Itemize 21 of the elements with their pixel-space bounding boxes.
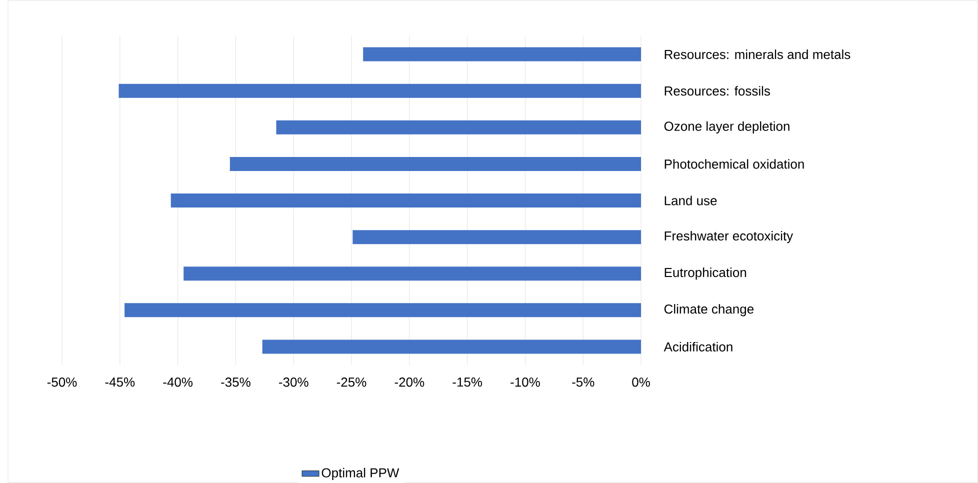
x-tick-label: -20% — [394, 377, 424, 387]
y-tick-label: Land use — [664, 196, 717, 206]
y-tick-label: Photochemical oxidation — [664, 159, 804, 169]
x-tick-label: -5% — [572, 377, 594, 387]
x-tick-label: -40% — [163, 377, 193, 387]
x-tick-label: -15% — [452, 377, 482, 387]
y-tick-label: Eutrophication — [664, 267, 746, 280]
x-tick-label: -10% — [510, 377, 540, 387]
x-tick-label: -50% — [47, 377, 77, 387]
y-tick-label: Resources: minerals and metals — [664, 49, 850, 59]
legend-label: Optimal PPW — [322, 468, 400, 480]
y-tick-label: Climate change — [664, 304, 754, 316]
y-tick-label: Acidification — [664, 342, 732, 352]
y-tick-label: Ozone layer depletion — [664, 121, 790, 134]
x-tick-label: 0% — [632, 377, 650, 387]
x-tick-label: -25% — [336, 377, 366, 387]
x-tick-label: -35% — [221, 377, 250, 387]
y-tick-label: Resources: fossils — [664, 86, 770, 96]
x-tick-label: -30% — [279, 377, 308, 387]
y-tick-label: Freshwater ecotoxicity — [664, 230, 794, 244]
x-tick-label: -45% — [105, 377, 135, 387]
